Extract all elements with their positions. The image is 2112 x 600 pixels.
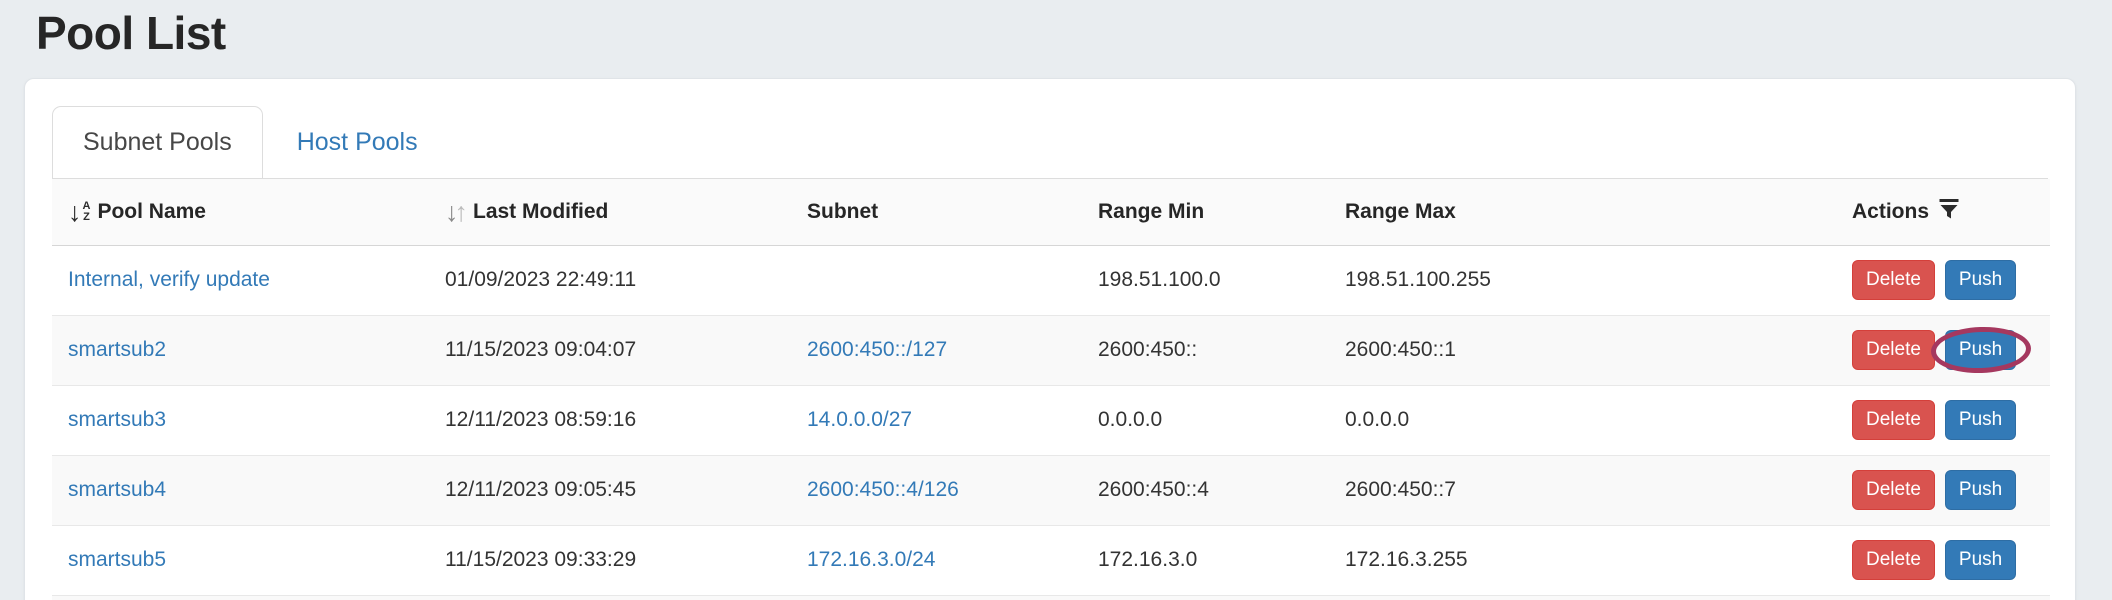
sort-updown-icon[interactable]: ↓ ↑ [445,196,468,227]
pool-name-cell: smartsub5 [52,525,429,596]
column-header-range-min: Range Min [1082,179,1329,246]
delete-button[interactable]: Delete [1852,330,1935,370]
range-min-cell: 2600:450:: [1082,315,1329,386]
column-header-actions: Actions [1836,179,2050,246]
range-min-cell: 0.0.0.0 [1082,385,1329,456]
pool-name-link[interactable]: Internal, verify update [68,268,270,291]
actions-cell: Delete Push [1836,525,2050,596]
table-row-partial [52,595,2050,600]
pool-name-link[interactable]: smartsub5 [68,548,167,571]
column-header-subnet: Subnet [791,179,1082,246]
range-max-cell: 0.0.0.0 [1329,385,1836,456]
range-max-cell: 2600:450::1 [1329,315,1836,386]
column-header-last-modified[interactable]: ↓ ↑ Last Modified [429,179,791,246]
range-min-cell: 198.51.100.0 [1082,245,1329,316]
table-header: ↓ A Z Pool Name ↓ ↑ Last Modified Subnet Rang… [52,179,2050,246]
last-modified-cell: 11/15/2023 09:33:29 [429,525,791,596]
actions-cell: Delete Push [1836,315,2050,386]
actions-cell: Delete Push [1836,455,2050,526]
subnet-cell: 172.16.3.0/24 [791,525,1082,596]
column-label-last-modified: Last Modified [473,199,609,223]
table-row: smartsub4 12/11/2023 09:05:45 2600:450::… [52,455,2050,526]
column-label-range-max: Range Max [1345,199,1456,223]
push-button[interactable]: Push [1944,470,2017,510]
subnet-link[interactable]: 2600:450::/127 [807,338,948,361]
pool-name-link[interactable]: smartsub4 [68,478,167,501]
tab-host-pools-label: Host Pools [296,127,418,156]
actions-cell: Delete Push [1836,245,2050,316]
subnet-cell: 2600:450::4/126 [791,455,1082,526]
delete-button[interactable]: Delete [1852,540,1935,580]
pool-name-cell: smartsub2 [52,315,429,386]
tab-subnet-pools[interactable]: Subnet Pools [52,106,263,178]
column-label-subnet: Subnet [807,199,879,223]
pool-name-cell: smartsub4 [52,455,429,526]
table-row: Internal, verify update 01/09/2023 22:49… [52,245,2050,316]
table-row: smartsub2 11/15/2023 09:04:07 2600:450::… [52,315,2050,386]
column-header-range-max: Range Max [1329,179,1836,246]
push-button[interactable]: Push [1944,330,2017,370]
last-modified-cell: 01/09/2023 22:49:11 [429,245,791,316]
table-header-row: ↓ A Z Pool Name ↓ ↑ Last Modified Subnet Rang… [52,179,2050,246]
subnet-cell: 2600:450::/127 [791,315,1082,386]
push-button[interactable]: Push [1944,540,2017,580]
range-min-cell: 2600:450::4 [1082,455,1329,526]
range-max-cell: 2600:450::7 [1329,455,1836,526]
table-body: Internal, verify update 01/09/2023 22:49… [52,245,2050,600]
page-title: Pool List [36,7,226,59]
pool-name-cell: Internal, verify update [52,245,429,316]
last-modified-cell: 12/11/2023 09:05:45 [429,455,791,526]
column-label-pool-name: Pool Name [97,199,206,223]
filter-icon[interactable] [1938,197,1960,227]
subnet-link[interactable]: 2600:450::4/126 [807,478,959,501]
delete-button[interactable]: Delete [1852,400,1935,440]
pool-tabs: Subnet Pools Host Pools [52,106,2048,179]
last-modified-cell: 11/15/2023 09:04:07 [429,315,791,386]
column-header-pool-name[interactable]: ↓ A Z Pool Name [52,179,429,246]
pool-name-link[interactable]: smartsub3 [68,408,167,431]
column-label-range-min: Range Min [1098,199,1205,223]
last-modified-cell: 12/11/2023 08:59:16 [429,385,791,456]
tab-subnet-pools-label: Subnet Pools [83,128,232,156]
push-button[interactable]: Push [1944,400,2017,440]
pool-name-link[interactable]: smartsub2 [68,338,167,361]
subnet-cell: 14.0.0.0/27 [791,385,1082,456]
table-row: smartsub5 11/15/2023 09:33:29 172.16.3.0… [52,525,2050,596]
column-label-actions: Actions [1852,199,1930,223]
actions-cell: Delete Push [1836,385,2050,456]
range-max-cell: 172.16.3.255 [1329,525,1836,596]
sort-alpha-icon[interactable]: ↓ A Z [68,196,91,227]
range-min-cell: 172.16.3.0 [1082,525,1329,596]
delete-button[interactable]: Delete [1852,260,1935,300]
table-row: smartsub3 12/11/2023 08:59:16 14.0.0.0/2… [52,385,2050,456]
push-button[interactable]: Push [1944,260,2017,300]
subnet-pools-table: ↓ A Z Pool Name ↓ ↑ Last Modified Subnet Rang… [52,179,2050,600]
pool-name-cell: smartsub3 [52,385,429,456]
tab-host-pools[interactable]: Host Pools [263,106,452,178]
pool-list-card: Subnet Pools Host Pools ↓ A Z Pool Name ↓ ↑ L… [24,78,2076,600]
subnet-link[interactable]: 172.16.3.0/24 [807,548,936,571]
delete-button[interactable]: Delete [1852,470,1935,510]
subnet-cell [791,245,1082,316]
subnet-link[interactable]: 14.0.0.0/27 [807,408,913,431]
range-max-cell: 198.51.100.255 [1329,245,1836,316]
